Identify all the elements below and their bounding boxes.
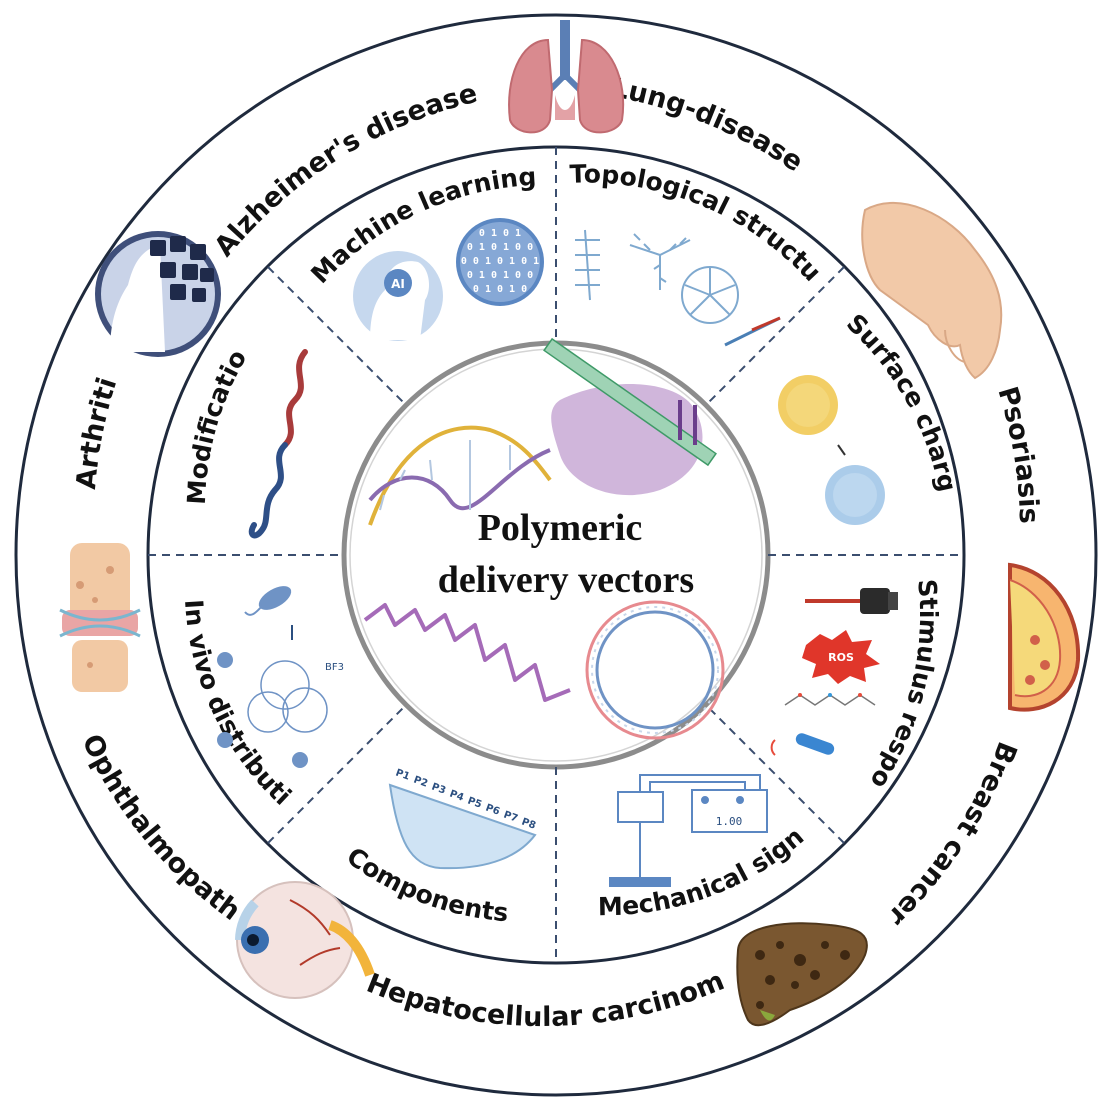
crispr-complex-icon (543, 337, 717, 496)
label-arthritis: Arthritis (0, 0, 123, 491)
svg-text:0 1 0 1 0 0: 0 1 0 1 0 0 (467, 270, 533, 281)
eye-icon (235, 881, 375, 999)
label-in-vivo-distribution: In vivo distribution (0, 0, 297, 811)
ai-head-icon: AI (353, 251, 443, 341)
svg-text:P8: P8 (520, 816, 537, 831)
ros-burst-icon: ROS (802, 630, 880, 684)
brain-puzzle-icon (95, 231, 221, 357)
label-psoriasis: Psoriasis (991, 383, 1044, 524)
svg-text:1.00: 1.00 (716, 815, 743, 828)
svg-text:0 1 0 1 0 0: 0 1 0 1 0 0 (467, 242, 533, 253)
svg-text:P2: P2 (412, 774, 429, 789)
svg-text:P1: P1 (394, 767, 411, 782)
lungs-icon (508, 20, 625, 134)
peptide-chain-icon (784, 693, 876, 706)
hand-icon (861, 201, 1003, 380)
center-title-line1: Polymeric (478, 507, 643, 549)
label-lung-disease: Lung-disease (609, 72, 809, 178)
center-title-line2: delivery vectors (438, 559, 694, 601)
liver-icon (736, 922, 868, 1027)
nanoparticle-cluster-icon: BF3 (217, 652, 344, 768)
svg-text:0 0 1 0 1 0 1: 0 0 1 0 1 0 1 (461, 256, 539, 267)
breast-tissue-icon (1008, 562, 1081, 712)
plasmid-dna-icon (585, 600, 725, 740)
svg-text:P7: P7 (502, 809, 519, 824)
svg-text:P6: P6 (484, 802, 501, 817)
rheometer-icon: 1.00 (609, 774, 768, 887)
polymer-architectures-icon (575, 229, 781, 347)
mouse-icon (244, 586, 293, 640)
svg-text:P5: P5 (466, 795, 483, 810)
svg-text:ROS: ROS (828, 651, 854, 664)
svg-text:AI: AI (391, 277, 405, 291)
light-source-icon (805, 588, 898, 614)
dna-double-helix-icon (368, 425, 552, 526)
charged-nanoparticle-icon (778, 375, 885, 525)
svg-text:0 1 0 1 0: 0 1 0 1 0 (473, 284, 527, 295)
well-plate-icon: P1 P2 P3 P4 P5 P6 P7 P8 (388, 767, 537, 870)
outer-ring (14, 13, 1098, 1097)
svg-text:P3: P3 (430, 781, 447, 796)
svg-text:0 1 0 1: 0 1 0 1 (479, 228, 521, 239)
sector-dividers (148, 147, 964, 963)
modified-polymer-chain-icon (248, 349, 308, 539)
svg-text:BF3: BF3 (325, 662, 344, 673)
binary-globe-icon: 0 1 0 1 0 1 0 1 0 0 0 0 1 0 1 0 1 0 1 0 … (456, 218, 544, 306)
ultrasound-probe-icon (770, 733, 835, 756)
polymer-strand-icon (363, 603, 571, 702)
svg-text:P4: P4 (448, 788, 465, 803)
knee-joint-icon (59, 543, 141, 692)
